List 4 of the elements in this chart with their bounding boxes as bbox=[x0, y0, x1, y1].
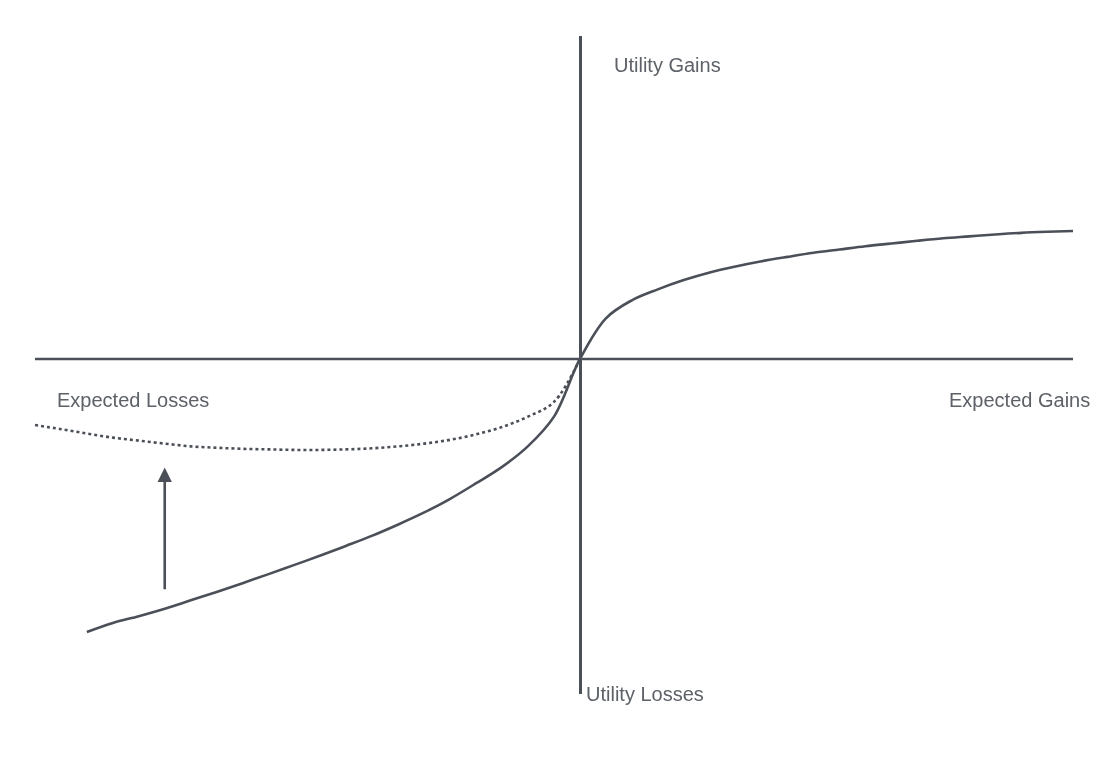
text: Utility Losses bbox=[586, 683, 704, 705]
annotation: Expected Gains bbox=[949, 389, 1091, 411]
annotation: Expected Losses bbox=[57, 389, 210, 411]
text: Utility Gains bbox=[614, 54, 721, 76]
